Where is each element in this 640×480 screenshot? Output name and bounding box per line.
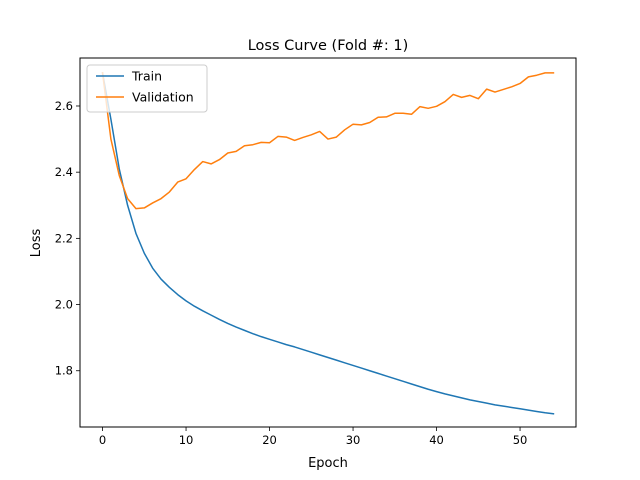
y-tick-label: 2.4 [55, 165, 73, 179]
y-axis-label: Loss [29, 229, 44, 258]
legend: Train Validation [86, 64, 208, 113]
y-tick-label: 2.2 [55, 231, 73, 245]
y-axis-ticks: 1.8 2.0 2.2 2.4 2.6 [55, 99, 80, 378]
y-tick-label: 2.6 [55, 99, 73, 113]
y-tick-label: 2.0 [55, 298, 73, 312]
x-axis-ticks: 0 10 20 30 40 50 [99, 427, 527, 447]
x-axis-label: Epoch [308, 456, 348, 471]
x-tick-label: 30 [346, 433, 361, 447]
x-tick-label: 20 [262, 433, 277, 447]
series-line-validation [101, 72, 555, 210]
x-tick-label: 50 [513, 433, 528, 447]
plot-area [79, 57, 577, 428]
legend-validation-label: Validation [132, 90, 194, 105]
plot-frame [79, 57, 577, 428]
y-tick-label: 1.8 [55, 364, 73, 378]
legend-train-label: Train [131, 69, 162, 84]
chart-title: Loss Curve (Fold #: 1) [248, 38, 409, 54]
x-tick-label: 40 [429, 433, 444, 447]
series-line-train [101, 72, 555, 415]
x-tick-label: 0 [99, 433, 106, 447]
series-layer [101, 72, 555, 415]
x-tick-label: 10 [179, 433, 194, 447]
